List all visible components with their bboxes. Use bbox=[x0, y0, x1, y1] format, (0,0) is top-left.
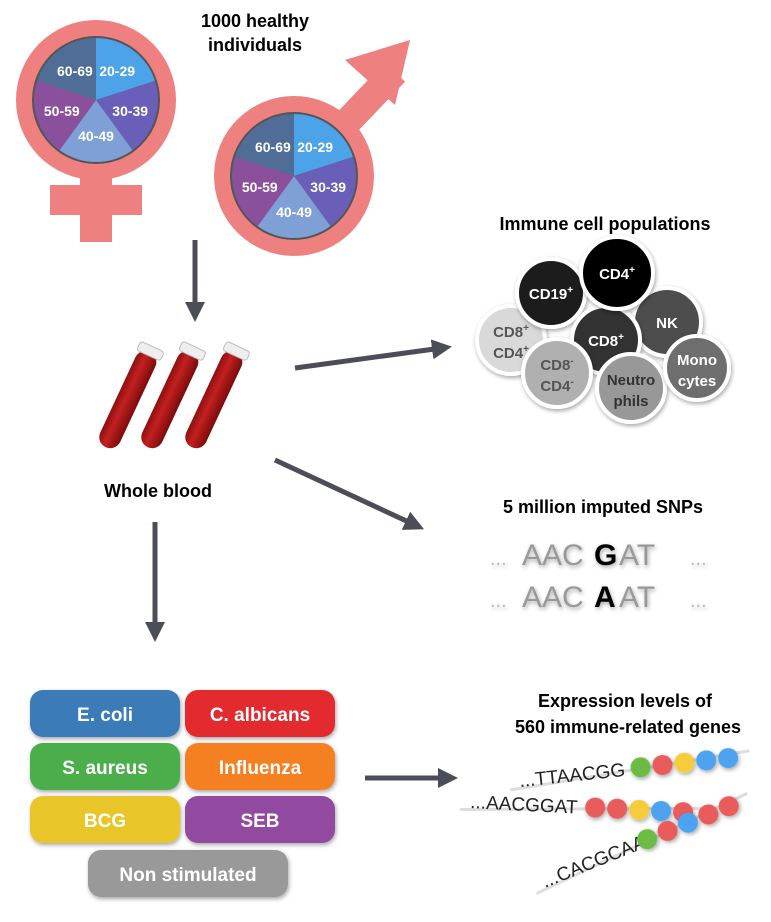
stimulus-label: E. coli bbox=[77, 705, 133, 726]
cell-label: cytes bbox=[678, 373, 716, 390]
snp-variant: G bbox=[594, 539, 617, 572]
ellipsis: ... bbox=[490, 590, 507, 612]
expression-title-line1: Expression levels of bbox=[538, 691, 713, 711]
male-symbol: 20-29 30-39 40-49 50-59 60-69 bbox=[214, 40, 410, 256]
age-group-label: 50-59 bbox=[242, 179, 278, 195]
snps-title: 5 million imputed SNPs bbox=[503, 497, 703, 517]
stimulus-non-stimulated: Non stimulated bbox=[88, 850, 288, 897]
stimulus-label: SEB bbox=[240, 811, 279, 832]
pie-slice-60-69 bbox=[37, 38, 96, 100]
blood-tubes-icon bbox=[99, 341, 250, 449]
cell-label: Neutro bbox=[607, 372, 655, 389]
immune-title: Immune cell populations bbox=[499, 214, 710, 234]
cohort-title-line2: individuals bbox=[208, 35, 302, 55]
cell-label: CD8+ bbox=[588, 332, 624, 350]
age-group-label: 20-29 bbox=[297, 139, 333, 155]
stimulus-label: BCG bbox=[84, 811, 126, 832]
pie-slice-50-59 bbox=[232, 156, 294, 227]
age-group-label: 40-49 bbox=[276, 204, 312, 220]
expression-bead bbox=[698, 804, 719, 825]
snp-variant: A bbox=[594, 581, 616, 614]
female-symbol: 20-29 30-39 40-49 50-59 60-69 bbox=[16, 20, 176, 242]
stimulus-influenza: Influenza bbox=[185, 743, 335, 790]
seq-suffix: AT bbox=[619, 581, 655, 614]
age-group-label: 30-39 bbox=[310, 179, 346, 195]
pie-slice-50-59 bbox=[33, 80, 96, 151]
pie-slice-40-49 bbox=[59, 100, 133, 163]
cell-label: phils bbox=[613, 393, 648, 410]
cohort-title-line1: 1000 healthy bbox=[201, 11, 309, 31]
expression-bead bbox=[677, 812, 698, 833]
stimulus-label: S. aureus bbox=[62, 758, 148, 779]
ellipsis: ... bbox=[690, 548, 707, 570]
expression-bead bbox=[696, 750, 717, 771]
cell-label: CD8- bbox=[540, 356, 573, 374]
expression-bead bbox=[718, 748, 739, 769]
arrow-to-snps bbox=[273, 457, 425, 530]
sequence-text: ...AACGGAT bbox=[470, 792, 579, 819]
age-group-label: 30-39 bbox=[112, 103, 148, 119]
cell-label: CD4+ bbox=[493, 344, 529, 362]
expression-bead bbox=[585, 797, 606, 818]
cell-label: Mono bbox=[677, 352, 717, 369]
pie-slice-40-49 bbox=[257, 176, 331, 239]
expression-bead bbox=[718, 796, 739, 817]
cell-label: CD8+ bbox=[493, 323, 529, 341]
seq-prefix: AAC bbox=[522, 539, 584, 572]
age-group-label: 40-49 bbox=[78, 128, 114, 144]
gene-sequence: ...AACGGAT bbox=[459, 792, 706, 823]
expression-bead bbox=[607, 798, 628, 819]
stimulus-seb: SEB bbox=[185, 796, 335, 843]
stimulus-label: Non stimulated bbox=[119, 865, 256, 886]
stimulus-label: C. albicans bbox=[210, 705, 310, 726]
expression-bead bbox=[630, 757, 651, 778]
immune-cell-monocytes: Mono cytes bbox=[663, 334, 731, 402]
whole-blood-label: Whole blood bbox=[104, 481, 212, 501]
age-group-label: 60-69 bbox=[57, 63, 93, 79]
pie-slice-60-69 bbox=[235, 114, 294, 176]
expression-title-line2: 560 immune-related genes bbox=[515, 717, 741, 737]
immune-cell-neutrophils: Neutro phils bbox=[595, 352, 667, 424]
age-group-label: 50-59 bbox=[44, 103, 80, 119]
stimulus-bcg: BCG bbox=[30, 796, 180, 843]
stimulus-s-aureus: S. aureus bbox=[30, 743, 180, 790]
ellipsis: ... bbox=[490, 548, 507, 570]
immune-cell-cd19: CD19+ bbox=[515, 257, 587, 329]
stimulus-label: Influenza bbox=[219, 758, 302, 779]
age-group-label: 20-29 bbox=[99, 63, 135, 79]
sequence-text: ...TTAACGG bbox=[518, 760, 626, 792]
cell-label: CD4- bbox=[540, 377, 573, 395]
expression-bead bbox=[651, 801, 672, 822]
cell-label: CD19+ bbox=[529, 285, 573, 303]
stimulus-c-albicans: C. albicans bbox=[185, 690, 335, 737]
pie-slice-20-29 bbox=[294, 114, 353, 176]
expression-bead bbox=[652, 754, 673, 775]
immune-cell-cd4: CD4+ bbox=[579, 235, 655, 311]
expression-bead bbox=[674, 752, 695, 773]
cell-label: CD4+ bbox=[599, 265, 635, 283]
expression-bead bbox=[657, 820, 678, 841]
snp-sequence-1: ... AAC G AT ... bbox=[490, 539, 707, 572]
age-group-label: 60-69 bbox=[255, 139, 291, 155]
pie-slice-30-39 bbox=[96, 80, 158, 151]
arrow-to-immune-cells bbox=[294, 339, 452, 371]
cell-label: NK bbox=[656, 315, 678, 332]
seq-prefix: AAC bbox=[522, 581, 584, 614]
immune-cell-cd8cd4: CD8- CD4- bbox=[521, 337, 593, 409]
expression-bead bbox=[629, 799, 650, 820]
ellipsis: ... bbox=[690, 590, 707, 612]
gene-sequence: ...TTAACGG bbox=[510, 748, 750, 792]
sequence-text: ...CACGCAA bbox=[539, 832, 649, 893]
expression-bead bbox=[637, 829, 658, 850]
stimulus-e-coli: E. coli bbox=[30, 690, 180, 737]
seq-suffix: AT bbox=[619, 539, 655, 572]
pie-slice-30-39 bbox=[294, 156, 357, 227]
snp-sequence-2: ... AAC A AT ... bbox=[490, 581, 707, 614]
pie-slice-20-29 bbox=[96, 38, 155, 100]
